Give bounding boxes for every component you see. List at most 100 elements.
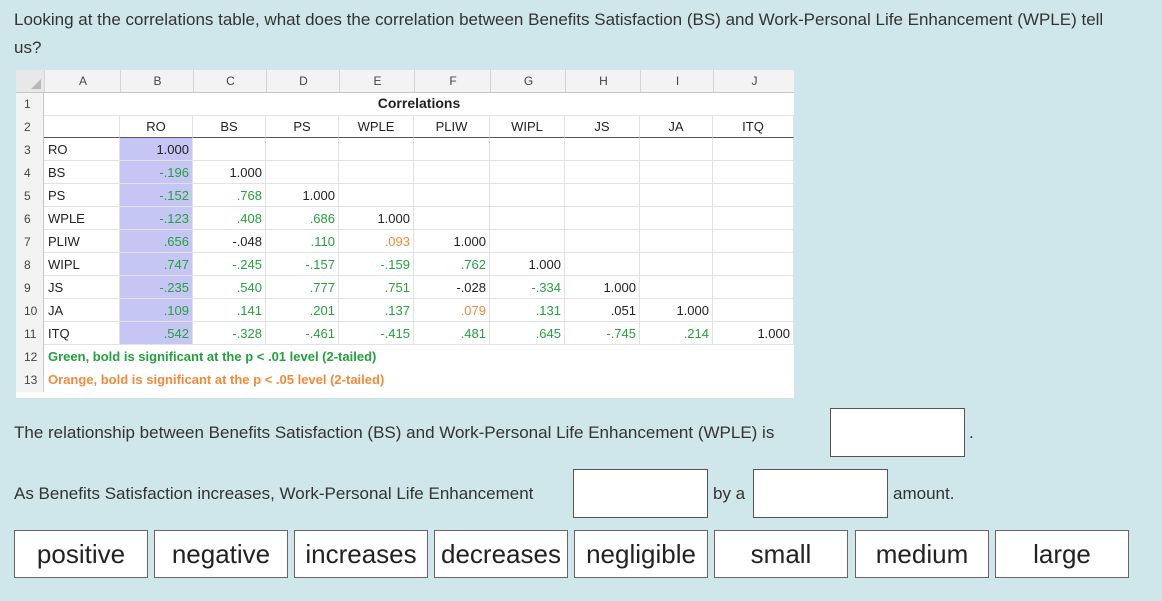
choice-positive[interactable]: positive [14, 530, 148, 578]
correlation-value: .656 [120, 230, 193, 253]
correlation-value: -.028 [414, 276, 490, 299]
choice-decreases[interactable]: decreases [434, 530, 568, 578]
empty-cell [640, 161, 713, 184]
row-header: 6 [16, 208, 44, 231]
table-column-header: WIPL [490, 115, 565, 138]
choice-negative[interactable]: negative [154, 530, 288, 578]
sentence-1-text: The relationship between Benefits Satisf… [14, 423, 775, 442]
table-column-header: BS [193, 115, 266, 138]
correlation-value: .079 [414, 299, 490, 322]
correlation-value: 1.000 [640, 299, 713, 322]
significance-note-green: Green, bold is significant at the p < .0… [48, 349, 377, 364]
sentence-2-part2: by a [713, 484, 746, 503]
empty-cell [565, 230, 640, 253]
table-corner-cell [44, 115, 120, 138]
column-header: C [193, 70, 267, 92]
empty-cell [640, 230, 713, 253]
table-column-header: PLIW [414, 115, 490, 138]
row-header: 5 [16, 185, 44, 208]
correlation-value: -.157 [266, 253, 339, 276]
correlation-value: 1.000 [193, 161, 266, 184]
empty-cell [414, 161, 490, 184]
choice-medium[interactable]: medium [855, 530, 989, 578]
correlation-value: 1.000 [490, 253, 565, 276]
drop-zone-relationship[interactable] [830, 408, 965, 457]
correlation-value: -.196 [120, 161, 193, 184]
table-row-label: PLIW [44, 230, 120, 253]
empty-cell [266, 138, 339, 161]
correlation-value: .542 [120, 322, 193, 345]
choice-large[interactable]: large [995, 530, 1129, 578]
correlation-value: -.415 [339, 322, 414, 345]
table-row-label: WPLE [44, 207, 120, 230]
row-header: 3 [16, 139, 44, 162]
empty-cell [713, 184, 794, 207]
row-header: 4 [16, 162, 44, 185]
empty-cell [266, 161, 339, 184]
question-text: Looking at the correlations table, what … [14, 10, 1104, 57]
table-row-label: JA [44, 299, 120, 322]
correlation-value: 1.000 [266, 184, 339, 207]
correlation-value: .201 [266, 299, 339, 322]
row-header: 10 [16, 300, 44, 323]
correlation-value: .768 [193, 184, 266, 207]
column-header: A [44, 70, 121, 92]
correlation-value: -.152 [120, 184, 193, 207]
correlation-value: .141 [193, 299, 266, 322]
row-header: 9 [16, 277, 44, 300]
empty-cell [640, 276, 713, 299]
significance-note-orange: Orange, bold is significant at the p < .… [48, 372, 385, 387]
correlation-value: -.235 [120, 276, 193, 299]
column-header: I [640, 70, 714, 92]
table-row-label: JS [44, 276, 120, 299]
correlation-value: 1.000 [120, 138, 193, 161]
select-all-corner [16, 70, 44, 92]
correlation-value: 1.000 [414, 230, 490, 253]
row-header: 11 [16, 323, 44, 346]
empty-cell [713, 161, 794, 184]
correlation-value: 1.000 [713, 322, 794, 345]
table-row-label: ITQ [44, 322, 120, 345]
correlation-value: -.159 [339, 253, 414, 276]
empty-cell [490, 230, 565, 253]
empty-cell [713, 276, 794, 299]
correlation-value: -.334 [490, 276, 565, 299]
empty-cell [490, 138, 565, 161]
table-row-label: PS [44, 184, 120, 207]
empty-cell [193, 138, 266, 161]
empty-cell [713, 230, 794, 253]
row-header: 13 [16, 369, 44, 392]
correlation-value: -.461 [266, 322, 339, 345]
table-column-header: JA [640, 115, 713, 138]
table-column-header: PS [266, 115, 339, 138]
column-header: G [490, 70, 566, 92]
column-header: D [266, 70, 340, 92]
correlation-value: 1.000 [339, 207, 414, 230]
table-title: Correlations [44, 92, 794, 116]
empty-cell [414, 138, 490, 161]
empty-cell [713, 138, 794, 161]
row-header: 12 [16, 346, 44, 369]
table-column-header: RO [120, 115, 193, 138]
drop-zone-direction[interactable] [573, 469, 708, 518]
empty-cell [640, 253, 713, 276]
empty-cell [565, 253, 640, 276]
choice-increases[interactable]: increases [294, 530, 428, 578]
correlation-value: .109 [120, 299, 193, 322]
drop-zone-magnitude[interactable] [753, 469, 888, 518]
empty-cell [414, 207, 490, 230]
empty-cell [339, 184, 414, 207]
table-row-label: WIPL [44, 253, 120, 276]
column-header: J [713, 70, 795, 92]
row-header: 1 [16, 93, 44, 116]
correlation-value: .408 [193, 207, 266, 230]
choice-small[interactable]: small [714, 530, 848, 578]
empty-cell [414, 184, 490, 207]
choice-negligible[interactable]: negligible [574, 530, 708, 578]
correlation-value: .777 [266, 276, 339, 299]
correlation-value: -.048 [193, 230, 266, 253]
correlation-value: .686 [266, 207, 339, 230]
empty-cell [713, 207, 794, 230]
